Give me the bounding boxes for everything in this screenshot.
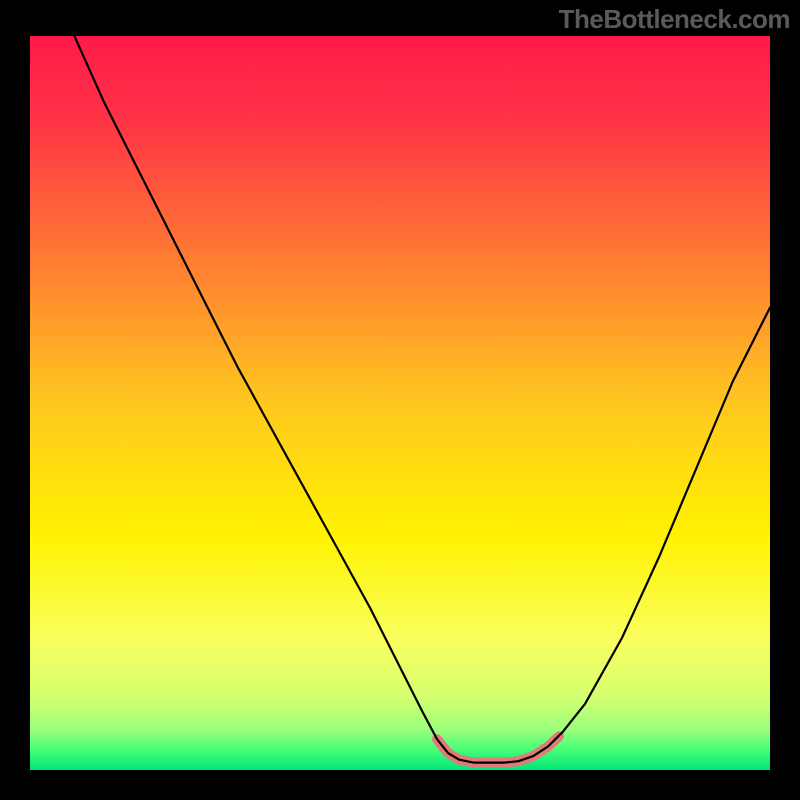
chart-frame: TheBottleneck.com <box>0 0 800 800</box>
gradient-background <box>30 36 770 770</box>
plot-area <box>30 36 770 770</box>
watermark-text: TheBottleneck.com <box>559 4 790 35</box>
bottleneck-curve-chart <box>30 36 770 770</box>
